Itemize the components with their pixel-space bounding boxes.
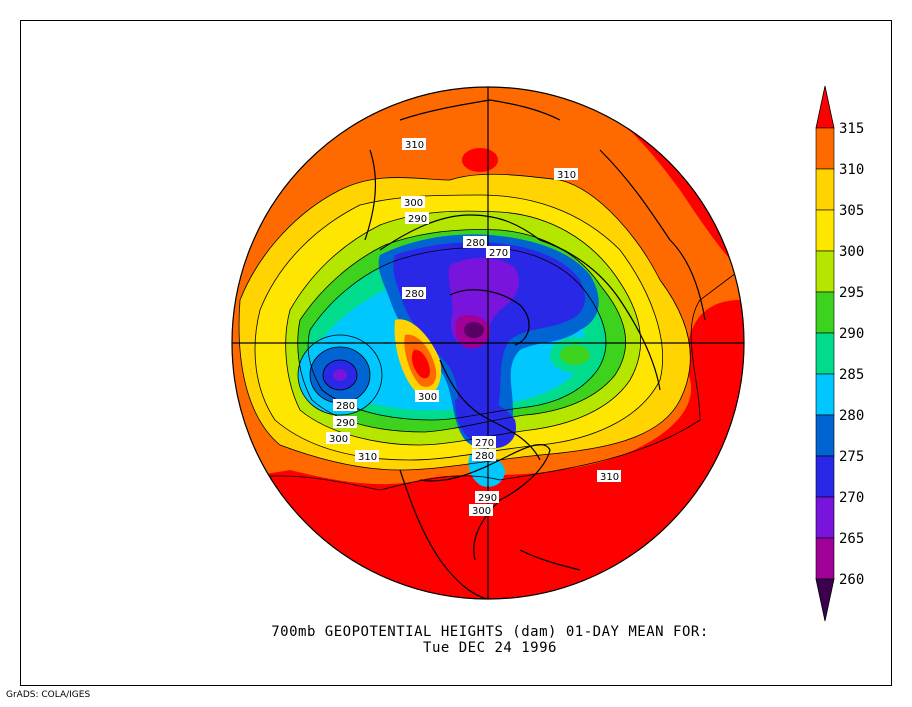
colorbar-260-265	[815, 537, 835, 580]
colorbar-label: 300	[839, 244, 864, 260]
colorbar-label: 305	[839, 203, 864, 219]
colorbar-265-270	[815, 496, 835, 539]
colorbar-270-275	[815, 455, 835, 498]
colorbar: 315 310 305 300 295 290 285 280 275 270 …	[815, 85, 864, 622]
contour-label: 280	[336, 401, 355, 412]
colorbar-label: 275	[839, 449, 864, 465]
coastlines	[364, 99, 706, 599]
contour-label: 310	[600, 472, 619, 483]
colorbar-285-290	[815, 332, 835, 375]
plot-frame	[20, 20, 892, 686]
contour-label: 290	[336, 418, 355, 429]
contour-label-group: 310 310 300 290 280 270 280 300 280 290 …	[326, 138, 621, 517]
colorbar-label: 315	[839, 121, 864, 137]
contour-label: 310	[405, 140, 424, 151]
colorbar-310-315	[815, 127, 835, 170]
colorbar-label: 280	[839, 408, 864, 424]
colorbar-cap-bottom	[815, 578, 835, 622]
colorbar-295-300	[815, 250, 835, 293]
contour-label: 310	[358, 452, 377, 463]
band-below-260	[464, 322, 484, 338]
colorbar-label: 310	[839, 162, 864, 178]
contour-label: 270	[475, 438, 494, 449]
contour-label: 300	[418, 392, 437, 403]
colorbar-label: 260	[839, 572, 864, 588]
colorbar-300-305	[815, 209, 835, 252]
north-high-310-315	[462, 148, 498, 172]
map-title: 700mb GEOPOTENTIAL HEIGHTS (dam) 01-DAY …	[271, 624, 709, 640]
colorbar-cap-top	[815, 85, 835, 129]
colorbar-label: 290	[839, 326, 864, 342]
contour-label: 310	[557, 170, 576, 181]
colorbar-280-285	[815, 373, 835, 416]
ridge-above-315	[411, 349, 430, 379]
contour-label: 290	[408, 214, 427, 225]
contour-label: 270	[489, 248, 508, 259]
colorbar-label: 270	[839, 490, 864, 506]
software-credit: GrADS: COLA/IGES	[6, 690, 91, 700]
colorbar-label: 265	[839, 531, 864, 547]
contour-label: 280	[475, 451, 494, 462]
contour-label: 280	[405, 289, 424, 300]
band-270-275	[393, 242, 585, 436]
colorbar-label: 285	[839, 367, 864, 383]
europe-low-290-295	[560, 345, 590, 365]
pacific-low-265-270	[333, 369, 347, 381]
colorbar-305-310	[815, 168, 835, 211]
contour-label: 290	[478, 493, 497, 504]
map-date: Tue DEC 24 1996	[423, 640, 557, 656]
colorbar-290-295	[815, 291, 835, 334]
contour-label: 300	[404, 198, 423, 209]
filled-contours	[232, 87, 744, 599]
contour-label: 280	[466, 238, 485, 249]
colorbar-275-280	[815, 414, 835, 457]
siberia-high	[560, 95, 640, 180]
contour-label: 300	[472, 506, 491, 517]
colorbar-label: 295	[839, 285, 864, 301]
contour-label: 300	[329, 434, 348, 445]
